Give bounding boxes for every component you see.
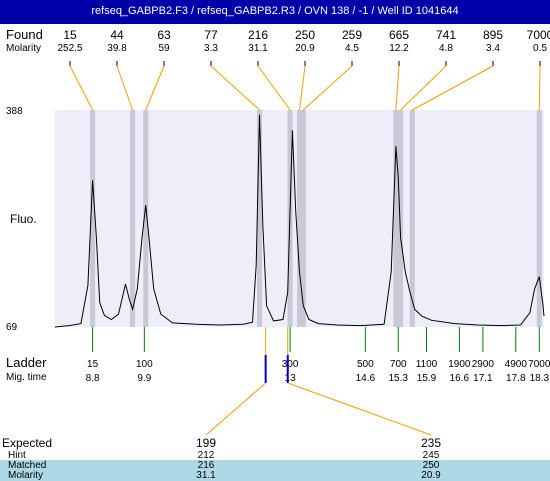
y-axis-min-label: 69 xyxy=(6,322,18,333)
peak-band xyxy=(409,110,415,327)
molarity-row-label: Molarity xyxy=(8,470,44,481)
ladder-size-label: 15 xyxy=(87,359,99,370)
title-bar: refseq_GABPB2.F3 / refseq_GABPB2.R3 / OV… xyxy=(0,0,550,24)
molarity-value: 31.1 xyxy=(196,470,216,481)
peak-band xyxy=(297,110,302,327)
found-connector xyxy=(145,65,165,111)
expected-connector xyxy=(205,382,266,436)
y-axis-label: Fluo. xyxy=(10,212,37,226)
found-connector xyxy=(400,65,447,111)
peak-band xyxy=(536,110,542,327)
ladder-mig-time-label: 18.3 xyxy=(530,373,550,384)
peak-band xyxy=(398,110,404,327)
ladder-mig-time-label: 9.9 xyxy=(137,373,151,384)
found-molarity-label: 0.5 xyxy=(533,43,547,54)
found-size-label: 895 xyxy=(483,28,503,42)
ladder-mig-time-label: 8.8 xyxy=(86,373,100,384)
found-size-label: 250 xyxy=(295,28,315,42)
found-molarity-label: 252.5 xyxy=(57,43,82,54)
ladder-size-label: 2900 xyxy=(472,359,495,370)
found-size-label: 665 xyxy=(389,28,409,42)
expected-connectors xyxy=(205,327,432,436)
peak-band xyxy=(143,110,149,327)
found-molarity-label: 3.3 xyxy=(204,43,218,54)
found-label: Found xyxy=(6,27,43,42)
found-connector xyxy=(412,65,494,111)
found-peak-connectors xyxy=(69,61,541,111)
ladder-size-label: 100 xyxy=(136,359,153,370)
ladder-size-label: 1900 xyxy=(448,359,471,370)
found-size-label: 259 xyxy=(342,28,362,42)
peak-band xyxy=(257,110,263,327)
trace-group xyxy=(54,114,545,328)
ladder-size-label: 7000 xyxy=(528,359,550,370)
found-molarity-label: 4.5 xyxy=(345,43,359,54)
molarity-value: 20.9 xyxy=(421,470,441,481)
ladder-size-label: 700 xyxy=(390,359,407,370)
ladder-mig-time-label: 13 xyxy=(285,373,297,384)
found-connector xyxy=(302,65,353,111)
found-molarity-label: 39.8 xyxy=(107,43,127,54)
fluorescence-trace xyxy=(54,114,545,328)
found-molarity-label: 20.9 xyxy=(295,43,315,54)
chart-title: refseq_GABPB2.F3 / refseq_GABPB2.R3 / OV… xyxy=(91,5,459,17)
found-size-label: 77 xyxy=(204,28,218,42)
ladder-size-label: 1100 xyxy=(416,359,438,370)
found-molarity-label: 31.1 xyxy=(248,43,268,54)
found-connector xyxy=(69,65,94,111)
hint-row: Hint 212 245 xyxy=(0,450,550,461)
ladder-size-label: 500 xyxy=(357,359,374,370)
found-molarity-label: 3.4 xyxy=(486,43,500,54)
found-size-label: 7000 xyxy=(527,28,550,42)
y-axis-max-label: 388 xyxy=(6,106,23,117)
ladder-mig-time-label: 16.6 xyxy=(450,373,470,384)
matched-value: 250 xyxy=(422,460,440,471)
found-connector xyxy=(210,65,260,111)
hint-label: Hint xyxy=(8,450,26,461)
matched-value: 216 xyxy=(197,460,215,471)
found-size-label: 741 xyxy=(436,28,456,42)
ladder-mig-time-label: 17.8 xyxy=(506,373,526,384)
matched-label: Matched xyxy=(8,460,47,471)
molarity-label: Molarity xyxy=(6,43,42,54)
peak-band xyxy=(90,110,96,327)
ladder-mig-time-label: 17.1 xyxy=(473,373,493,384)
hint-value: 245 xyxy=(422,450,440,461)
ladder-size-label: 4900 xyxy=(505,359,528,370)
ladder-mig-time-label: 15.9 xyxy=(417,373,437,384)
found-connector xyxy=(395,65,400,111)
found-peak-labels: 15252.54439.86359773.321631.125020.92594… xyxy=(57,28,550,54)
expected-label: Expected xyxy=(2,436,53,450)
hint-value: 212 xyxy=(197,450,215,461)
expected-value: 199 xyxy=(195,436,217,450)
found-connector xyxy=(538,65,541,111)
ladder-mig-time-label: 14.6 xyxy=(356,373,376,384)
found-connector xyxy=(116,65,134,111)
found-molarity-label: 12.2 xyxy=(389,43,409,54)
found-size-label: 216 xyxy=(248,28,268,42)
peak-band xyxy=(130,110,136,327)
expected-row: 199 235 xyxy=(0,437,550,450)
ladder-mig-time-label: 15.3 xyxy=(389,373,409,384)
molarity-row: Molarity 31.1 20.9 xyxy=(0,470,550,481)
mig-time-label: Mig. time xyxy=(6,372,47,383)
ladder-ticks: 15 8.8 100 9.9 300 13 500 14.6 700 15.3 1100 15.9 19… xyxy=(86,327,550,384)
found-size-label: 15 xyxy=(63,28,77,42)
expected-connector xyxy=(287,382,432,436)
found-size-label: 63 xyxy=(157,28,171,42)
found-connector xyxy=(257,65,291,111)
peak-band xyxy=(393,110,399,327)
ladder-size-label: 300 xyxy=(282,359,299,370)
peak-band xyxy=(300,110,306,327)
found-connector xyxy=(299,65,306,111)
found-molarity-label: 4.8 xyxy=(439,43,453,54)
found-size-label: 44 xyxy=(110,28,124,42)
ladder-label: Ladder xyxy=(6,355,47,370)
found-molarity-label: 59 xyxy=(158,43,170,54)
expected-value: 235 xyxy=(420,436,442,450)
matched-row: Matched 216 250 xyxy=(0,460,550,471)
